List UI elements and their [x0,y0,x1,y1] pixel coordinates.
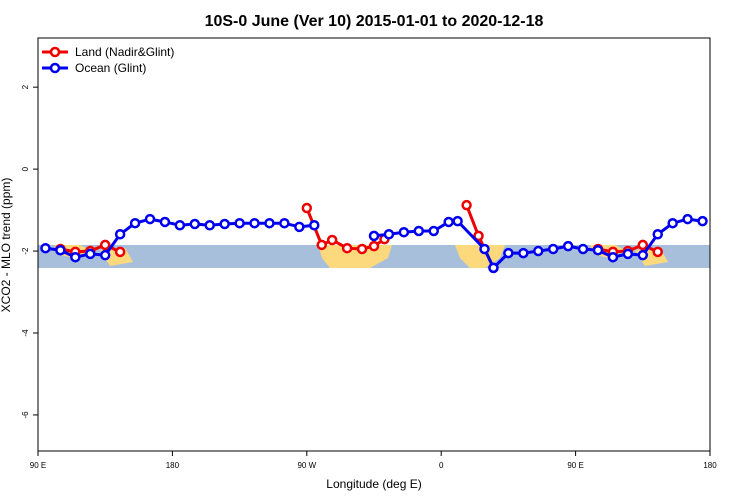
series-point [356,243,368,255]
series-point [129,217,141,229]
series-point [316,239,327,251]
x-tick-label: 90 E [30,461,46,470]
series-point [577,243,589,255]
series-point [219,218,230,230]
series-point [249,217,260,229]
series-point [326,234,338,246]
series-point [70,251,81,263]
series-point [264,217,275,229]
y-tick-label: -6 [21,411,30,419]
x-tick-label: 90 W [297,461,316,470]
x-tick-label: 180 [166,461,180,470]
series-point [592,244,604,256]
plot-frame [37,37,711,452]
x-tick-label: 180 [703,461,717,470]
series-point [413,225,425,237]
series-point [547,243,559,255]
series-point [189,218,201,230]
series-point [652,229,663,240]
series-point [461,199,472,211]
series-point [85,248,96,260]
legend-marker [49,62,61,74]
series-point [562,240,574,252]
chart-title: 10S-0 June (Ver 10) 2015-01-01 to 2020-1… [205,13,544,30]
legend-label: Land (Nadir&Glint) [75,45,174,59]
series-point [279,217,290,229]
series-point [697,215,708,227]
series-point [428,225,439,237]
y-tick-label: 2 [21,84,30,89]
series-point [341,242,353,254]
series-point [309,219,320,231]
series-point [159,216,171,228]
series-point [479,243,490,255]
series-point [452,215,463,227]
series-point [622,248,634,260]
series-point [99,249,111,261]
series-point [637,249,649,261]
series-point [144,213,156,225]
x-tick-label: 0 [439,461,444,470]
series-point [99,239,111,251]
series-point [114,229,126,240]
y-tick-label: 0 [21,166,30,171]
y-tick-label: -2 [21,247,30,255]
series-point [667,217,678,229]
series-point [637,239,649,251]
legend-marker [49,46,61,58]
series-point [443,216,454,228]
x-tick-label: 90 E [567,461,583,470]
series-point [368,230,380,242]
series-point [368,240,380,252]
series-point [533,245,544,257]
series-point [488,262,499,274]
series-point [40,242,51,254]
series-point [607,251,619,263]
series-point [174,219,186,231]
series-point [301,202,313,214]
series-point [503,247,514,259]
series-point [234,217,245,229]
series-point [55,244,66,256]
legend-label: Ocean (Glint) [75,61,146,75]
y-axis-label: XCO2 - MLO trend (ppm) [0,178,13,313]
series-point [204,219,215,231]
series-point [682,213,693,225]
series-point [398,226,410,238]
series-point [294,221,305,233]
series-point [518,247,529,259]
y-tick-label: -4 [21,329,30,337]
series-point [114,246,126,258]
x-axis-label: Longitude (deg E) [326,477,421,491]
series-point [652,246,663,258]
land [55,245,668,268]
series-point [473,230,484,242]
series-point [383,229,395,240]
